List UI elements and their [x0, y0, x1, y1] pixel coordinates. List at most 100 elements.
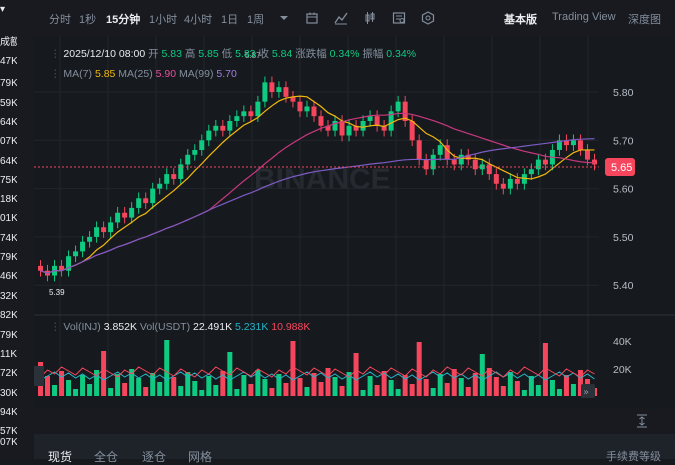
volume-bar — [157, 382, 163, 396]
volume-bar — [563, 375, 569, 396]
candle-body — [374, 116, 380, 126]
left-volume-item: 75K — [0, 175, 17, 186]
candle-body — [80, 241, 86, 252]
low-label: 低 — [221, 48, 233, 60]
volume-bar — [283, 383, 289, 396]
hexagon-settings-icon[interactable] — [421, 11, 435, 25]
volume-bar — [542, 343, 548, 396]
candle-body — [346, 125, 352, 136]
vol-inj-label: Vol(INJ) — [63, 321, 101, 333]
candle-body — [199, 140, 205, 150]
candle-body — [458, 154, 464, 165]
calendar-icon[interactable] — [305, 11, 319, 25]
left-volume-item: 32K — [0, 291, 17, 302]
candle-type-icon[interactable] — [363, 11, 377, 25]
vol-ma2-value: 10.988K — [271, 321, 311, 333]
fit-chart-icon[interactable] — [635, 414, 649, 428]
volume-bar — [73, 389, 79, 396]
interval-tab-1s[interactable]: 1秒 — [79, 14, 97, 26]
volume-readout: ⋮ Vol(INJ) 3.852K Vol(USDT) 22.491K 5.23… — [50, 321, 311, 333]
volume-bar — [367, 376, 373, 396]
volume-bar — [227, 352, 233, 396]
volume-bar — [164, 340, 170, 396]
ma99-line — [40, 138, 595, 274]
settings-icon[interactable] — [392, 11, 406, 25]
volume-bar — [122, 383, 128, 396]
interval-tab-timeline[interactable]: 分时 — [49, 14, 71, 26]
left-volume-item: 11K — [0, 349, 17, 360]
current-price-tag — [605, 158, 635, 176]
candle-body — [241, 111, 247, 117]
volume-bar — [150, 373, 156, 396]
interval-tab-1h[interactable]: 1小时 — [149, 14, 178, 26]
ma-readout: ⋮ MA(7) 5.85 MA(25) 5.90 MA(99) 5.70 — [50, 68, 237, 80]
volume-bar — [101, 351, 107, 396]
left-volume-item: 79K — [0, 330, 17, 341]
price-axis-label: 5.80 — [613, 87, 634, 99]
candle-body — [38, 265, 43, 271]
volume-bar — [304, 387, 310, 396]
candle-body — [178, 164, 184, 179]
price-axis-label: 5.50 — [613, 232, 634, 244]
interval-tab-15m[interactable]: 15分钟 — [106, 14, 141, 26]
vol-usdt-value: 22.491K — [193, 321, 233, 333]
candlestick-chart[interactable]: BINANCE 5.805.705.605.505.4040K20K12/081… — [34, 36, 675, 409]
volume-bar — [500, 386, 506, 396]
chevron-down-icon[interactable] — [277, 11, 291, 25]
volume-bar — [192, 381, 198, 396]
vol-usdt-label: Vol(USDT) — [139, 321, 191, 333]
ma25-value: 5.90 — [155, 68, 177, 80]
candle-body — [129, 207, 135, 218]
price-chart[interactable]: BINANCE 5.805.705.605.505.4040K20K12/081… — [34, 36, 675, 409]
candle-body — [584, 149, 590, 160]
chart-toolbar: 分时 1秒 15分钟 1小时 4小时 1日 1周 基本版 Trading Vie… — [34, 0, 675, 36]
volume-bar — [178, 386, 184, 396]
left-volume-item: 07K — [0, 136, 17, 147]
volume-bar — [143, 387, 149, 396]
binance-watermark: BINANCE — [254, 163, 391, 196]
volume-bar — [115, 374, 121, 396]
left-volume-item: ▾ — [0, 4, 6, 15]
candle-body — [360, 120, 366, 131]
volume-bar — [577, 370, 583, 396]
price-axis-label: 5.40 — [613, 280, 634, 292]
volume-bar — [458, 378, 464, 396]
left-volume-item: 30K — [0, 388, 17, 399]
vol-inj-value: 3.852K — [103, 321, 137, 333]
volume-bar — [486, 368, 492, 396]
view-tab-depth[interactable]: 深度图 — [628, 14, 661, 26]
candle-body — [269, 82, 275, 92]
candle-body — [206, 130, 212, 141]
view-tab-basic[interactable]: 基本版 — [504, 14, 537, 26]
volume-bar — [437, 374, 443, 396]
ma25-label: MA(25) — [118, 68, 153, 80]
tab-isolated-margin[interactable]: 逐仓 — [142, 450, 167, 464]
tab-grid[interactable]: 网格 — [188, 450, 213, 464]
volume-bar — [388, 380, 394, 396]
candle-body — [556, 140, 562, 150]
candle-body — [101, 227, 107, 233]
ma7-value: 5.85 — [94, 68, 116, 80]
interval-tab-4h[interactable]: 4小时 — [184, 14, 213, 26]
volume-bar — [521, 390, 527, 396]
indicator-icon[interactable] — [334, 11, 348, 25]
candle-body — [192, 149, 198, 155]
tab-cross-margin[interactable]: 全仓 — [94, 450, 119, 464]
candle-body — [521, 174, 527, 184]
ohlc-date: 2025/12/10 08:00 — [63, 48, 146, 60]
interval-tab-1d[interactable]: 1日 — [221, 14, 239, 26]
tab-spot[interactable]: 现货 — [48, 450, 73, 464]
high-label: 高 — [184, 48, 196, 60]
volume-bar — [395, 389, 401, 396]
candle-body — [311, 106, 317, 117]
volume-ma2-line — [40, 366, 595, 378]
view-tab-tradingview[interactable]: Trading View — [552, 11, 616, 23]
candle-body — [94, 227, 100, 237]
volume-bar — [66, 380, 72, 396]
interval-tab-1w[interactable]: 1周 — [247, 14, 265, 26]
volume-bar — [234, 389, 240, 396]
change-value: 0.34% — [329, 48, 360, 60]
current-price-label: 5.65 — [611, 162, 632, 174]
candle-body — [66, 256, 72, 271]
fee-level-link[interactable]: 手续费等级 — [606, 451, 661, 463]
